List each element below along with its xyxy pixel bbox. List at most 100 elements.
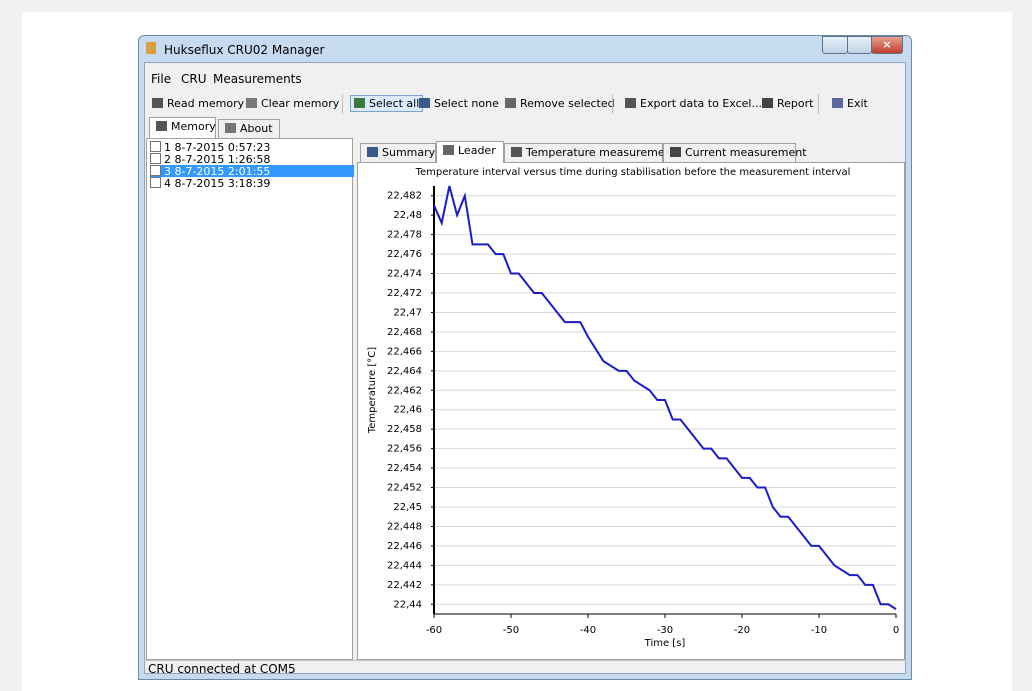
status-bar <box>144 660 906 675</box>
y-tick-label: 22,46 <box>393 405 422 416</box>
chart-title: Temperature interval versus time during … <box>415 167 851 178</box>
icon <box>152 98 163 108</box>
icon <box>505 98 516 108</box>
y-axis-label: Temperature [°C] <box>367 347 378 434</box>
y-tick-label: 22,482 <box>387 191 422 202</box>
y-tick-label: 22,444 <box>387 560 422 571</box>
toolbar-button-label: Clear memory <box>261 97 340 110</box>
tab-label: Summary <box>382 146 436 159</box>
y-tick-label: 22,48 <box>393 210 422 221</box>
menu-item-label: CRU <box>181 72 207 86</box>
toolbar-button[interactable]: Report <box>762 97 813 110</box>
y-tick-label: 22,464 <box>387 366 422 377</box>
toolbar-button-label: Remove selected <box>520 97 615 110</box>
checkbox[interactable] <box>150 177 161 188</box>
icon <box>443 145 454 155</box>
y-tick-label: 22,468 <box>387 327 422 338</box>
toolbar-button-label: Read memory <box>167 97 245 110</box>
tab-label: Current measurement <box>685 146 807 159</box>
toolbar-separator <box>818 94 819 114</box>
tab[interactable]: Current measurement <box>663 143 807 162</box>
window-title: Hukseflux CRU02 Manager <box>164 43 325 57</box>
x-tick-label: -40 <box>580 625 596 636</box>
toolbar-button[interactable]: Read memory <box>152 97 244 110</box>
menu-item[interactable]: File <box>151 72 171 86</box>
tab-label: About <box>240 122 273 135</box>
toolbar-button[interactable]: Select all <box>350 95 424 112</box>
y-tick-label: 22,474 <box>387 269 422 280</box>
list-item-label: 4 8-7-2015 3:18:39 <box>164 177 271 190</box>
y-tick-label: 22,472 <box>387 288 422 299</box>
toolbar-button-label: Select none <box>434 97 499 110</box>
toolbar-button[interactable]: Exit <box>832 97 868 110</box>
x-tick-label: 0 <box>893 625 899 636</box>
x-tick-label: -60 <box>426 625 442 636</box>
data-line <box>433 185 897 610</box>
y-tick-label: 22,45 <box>393 502 422 513</box>
toolbar-button-label: Export data to Excel... <box>640 97 762 110</box>
x-axis-label: Time [s] <box>644 638 686 649</box>
y-tick-label: 22,458 <box>387 424 422 435</box>
icon <box>367 147 378 157</box>
icon <box>670 147 681 157</box>
tab-label: Memory <box>171 120 216 133</box>
menu-item[interactable]: CRU <box>181 72 207 86</box>
icon <box>419 98 430 108</box>
status-text-label: CRU connected at COM5 <box>148 662 296 676</box>
list-item-label: 2 8-7-2015 1:26:58 <box>164 153 271 166</box>
list-item-label: 1 8-7-2015 0:57:23 <box>164 141 271 154</box>
tab[interactable]: Leader <box>436 141 504 163</box>
x-tick-label: -50 <box>503 625 519 636</box>
menu-item[interactable]: Measurements <box>213 72 302 86</box>
tab[interactable]: Summary <box>360 143 436 162</box>
y-tick-label: 22,452 <box>387 483 422 494</box>
icon <box>225 123 236 133</box>
x-tick-label: -20 <box>734 625 750 636</box>
icon <box>762 98 773 108</box>
toolbar-button[interactable]: Remove selected <box>505 97 615 110</box>
y-tick-label: 22,442 <box>387 580 422 591</box>
y-tick-label: 22,44 <box>393 599 422 610</box>
y-tick-label: 22,476 <box>387 249 422 260</box>
toolbar-separator <box>342 94 343 114</box>
checkbox[interactable] <box>150 153 161 164</box>
list-item[interactable]: 4 8-7-2015 3:18:39 <box>150 177 271 190</box>
checkbox[interactable] <box>150 165 161 176</box>
y-tick-label: 22,448 <box>387 521 422 532</box>
toolbar-button[interactable]: Clear memory <box>246 97 339 110</box>
icon <box>625 98 636 108</box>
status-text: CRU connected at COM5 <box>148 662 296 676</box>
chart-panel <box>357 162 905 660</box>
list-item[interactable]: 1 8-7-2015 0:57:23 <box>150 141 271 154</box>
tab[interactable]: Memory <box>149 117 216 138</box>
list-item[interactable]: 3 8-7-2015 2:01:55 <box>150 165 354 178</box>
tab[interactable]: About <box>218 119 280 138</box>
icon <box>354 98 365 108</box>
y-tick-label: 22,446 <box>387 541 422 552</box>
toolbar-button[interactable]: Export data to Excel... <box>625 97 762 110</box>
y-tick-label: 22,456 <box>387 444 422 455</box>
menu-item-label: File <box>151 72 172 86</box>
checkbox[interactable] <box>150 141 161 152</box>
x-tick-label: -10 <box>811 625 827 636</box>
close-button[interactable]: × <box>871 36 903 54</box>
y-tick-label: 22,47 <box>393 307 422 318</box>
y-tick-label: 22,478 <box>387 230 422 241</box>
tab[interactable]: Temperature measurement <box>504 143 676 162</box>
icon <box>246 98 257 108</box>
menu-item-label: Measurements <box>213 72 302 86</box>
tab-label: Leader <box>458 144 496 157</box>
list-item[interactable]: 2 8-7-2015 1:26:58 <box>150 153 271 166</box>
y-tick-label: 22,462 <box>387 385 422 396</box>
toolbar-button[interactable]: Select none <box>419 97 499 110</box>
app-icon <box>146 42 156 54</box>
memory-list <box>146 138 353 660</box>
icon <box>511 147 522 157</box>
icon <box>156 121 167 131</box>
toolbar-separator <box>612 94 613 114</box>
tab-label: Temperature measurement <box>526 146 676 159</box>
toolbar-button-label: Exit <box>847 97 868 110</box>
x-tick-label: -30 <box>657 625 673 636</box>
